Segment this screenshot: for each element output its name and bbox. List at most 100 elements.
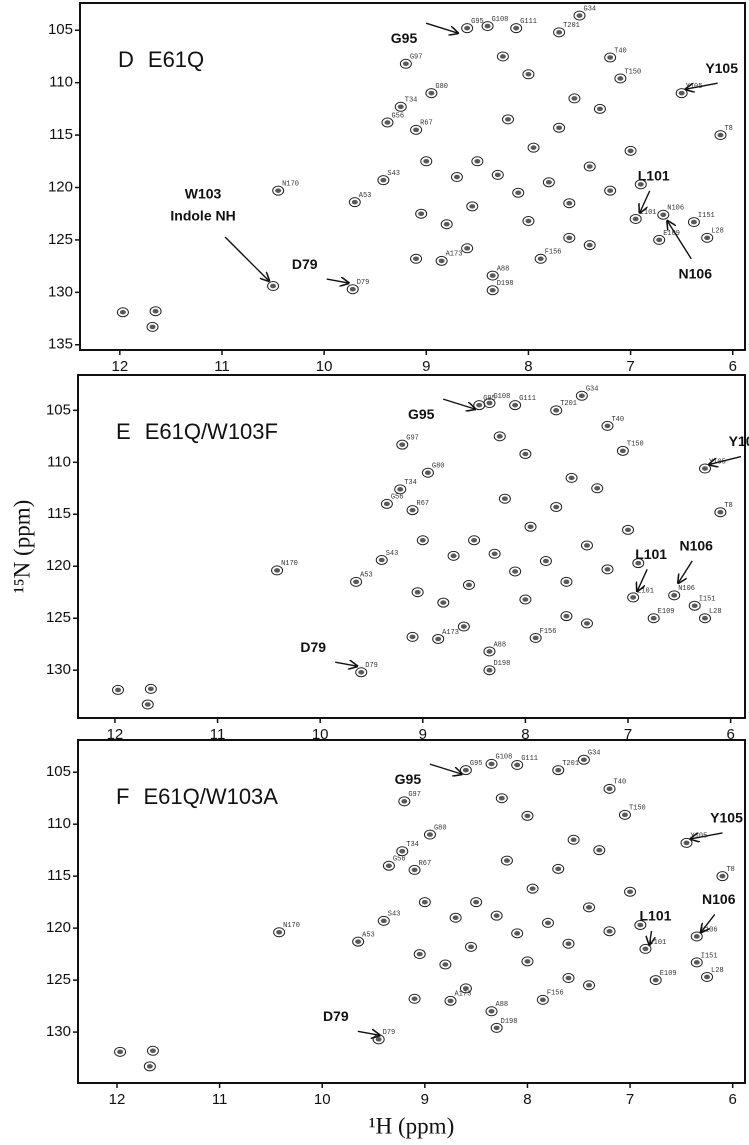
peak-core: [469, 204, 476, 209]
peak-core: [115, 687, 122, 693]
peak-core: [358, 669, 365, 675]
peak-core: [351, 199, 358, 205]
peak-core: [117, 1049, 124, 1055]
peak-contour: [649, 975, 662, 986]
peak-contour: [567, 834, 580, 845]
peak-core: [499, 54, 506, 59]
peak-core: [378, 557, 385, 563]
peak-core: [719, 873, 726, 879]
peak-core: [380, 177, 387, 183]
peak-core: [513, 25, 520, 31]
peak-label: T201: [563, 22, 580, 30]
peak-core: [397, 104, 404, 110]
peak-label: A173: [454, 991, 471, 999]
peak-contour: [415, 208, 428, 219]
peak-label: F156: [540, 628, 557, 636]
peak-contour: [432, 634, 445, 645]
peak-label: G56: [393, 856, 406, 864]
peak-contour: [271, 565, 284, 576]
peak-contour: [565, 472, 578, 483]
peak-core: [632, 216, 639, 222]
peak-core: [426, 832, 433, 837]
peak-contour: [396, 846, 409, 857]
peak-contour: [675, 88, 688, 99]
peak-contour: [493, 431, 506, 442]
peak-contour: [714, 130, 727, 141]
peak-contour: [601, 420, 614, 431]
peak-core: [494, 172, 501, 178]
peak-contour: [553, 122, 566, 133]
peak-core: [462, 986, 469, 991]
peak-contour: [519, 594, 532, 605]
peak-core: [690, 219, 697, 225]
peak-core: [423, 158, 430, 164]
peak-core: [553, 408, 560, 413]
peak-contour: [425, 88, 438, 99]
peak-core: [411, 867, 418, 873]
peak-contour: [485, 1006, 498, 1017]
peak-label: T8: [726, 866, 734, 874]
peak-label: R67: [417, 500, 430, 508]
x-tick-label: 11: [212, 1091, 228, 1108]
peak-label: G80: [432, 463, 445, 471]
peak-core: [416, 951, 423, 957]
peak-core: [397, 487, 404, 492]
peak-contour: [466, 201, 479, 212]
peak-contour: [408, 993, 421, 1004]
peak-core: [274, 568, 281, 573]
peak-core: [704, 974, 711, 980]
peak-contour: [483, 398, 496, 409]
peak-core: [635, 560, 642, 566]
peak-contour: [413, 949, 426, 960]
plot-frame: [77, 374, 746, 719]
peak-core: [401, 799, 408, 804]
peak-core: [524, 813, 531, 819]
peak-contour: [375, 555, 388, 566]
peak-contour: [690, 931, 703, 942]
peak-contour: [411, 587, 424, 598]
peak-contour: [604, 52, 617, 63]
peak-contour: [346, 284, 359, 295]
peak-label: T34: [406, 841, 419, 849]
peak-contour: [406, 505, 419, 516]
peak-contour: [647, 613, 660, 624]
peak-core: [119, 309, 126, 315]
peak-core: [428, 90, 435, 96]
peak-contour: [481, 21, 494, 32]
annotation-label: N106: [702, 891, 736, 907]
peak-contour: [634, 179, 647, 190]
peak-core: [586, 982, 593, 988]
peak-contour: [629, 213, 642, 224]
peak-contour: [539, 556, 552, 567]
peak-contour: [591, 483, 604, 494]
peak-label: S43: [387, 170, 400, 178]
peak-label: G80: [435, 83, 448, 91]
peak-contour: [680, 837, 693, 848]
peak-core: [637, 182, 644, 187]
peak-label: T34: [404, 479, 417, 487]
peak-label: T8: [724, 502, 732, 510]
y-tick-label: 125: [46, 609, 71, 626]
peak-label: D198: [501, 1018, 518, 1026]
peak-core: [411, 996, 418, 1002]
peak-contour: [408, 864, 421, 875]
annotation-arrow: [667, 221, 692, 260]
peak-contour: [688, 600, 701, 611]
peak-contour: [272, 185, 285, 196]
peak-core: [462, 767, 469, 773]
peak-contour: [580, 540, 593, 551]
annotation-arrow: [357, 1031, 380, 1035]
peak-contour: [627, 592, 640, 603]
peak-contour: [634, 920, 647, 931]
peak-contour: [457, 621, 470, 632]
peak-label: I151: [699, 596, 716, 604]
peak-core: [606, 786, 613, 792]
y-tick-label: 115: [47, 867, 71, 884]
peak-core: [349, 286, 356, 292]
peak-label: N170: [282, 180, 299, 188]
peak-label: T40: [614, 47, 627, 55]
x-tick-label: 10: [312, 726, 329, 743]
peak-contour: [668, 590, 681, 601]
peak-contour: [273, 927, 286, 938]
peak-core: [701, 466, 708, 471]
